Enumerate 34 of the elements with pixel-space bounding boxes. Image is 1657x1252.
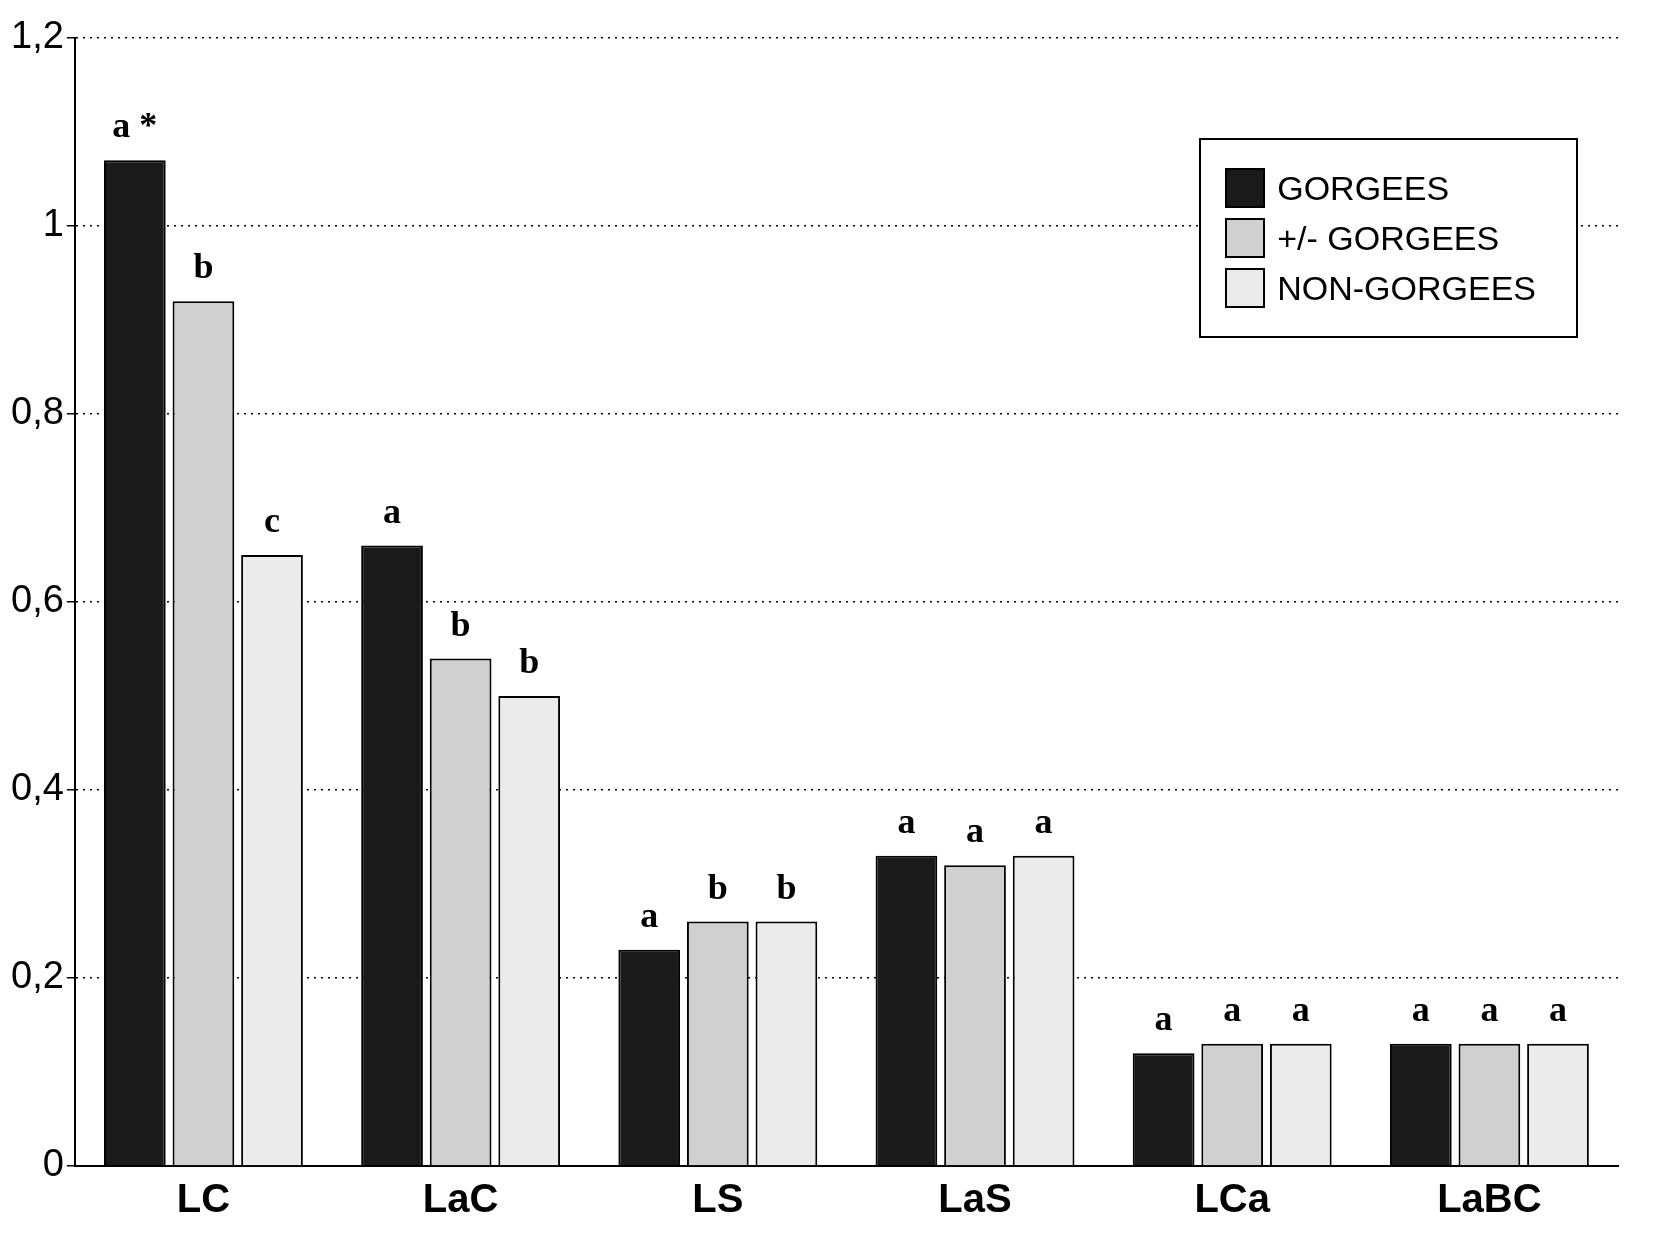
y-tick-label: 0 — [42, 1142, 64, 1185]
annotation: a — [897, 801, 916, 842]
y-tick-label: 0,8 — [11, 390, 64, 433]
annotation: a — [1480, 989, 1499, 1030]
x-tick-label: LaBC — [1437, 1176, 1542, 1221]
x-tick-label: LaC — [422, 1176, 499, 1221]
annotation: a — [1154, 998, 1173, 1039]
legend-label: GORGEES — [1277, 168, 1450, 208]
annotation: a — [1034, 801, 1053, 842]
y-tick-label: 0,6 — [11, 578, 64, 621]
annotation: a — [1223, 989, 1242, 1030]
annotation: a — [966, 810, 985, 851]
annotation: a * — [112, 105, 158, 146]
y-tick-label: 1,2 — [11, 14, 64, 57]
y-tick-label: 0,4 — [11, 766, 64, 809]
y-tick-label: 0,2 — [11, 954, 64, 997]
legend-label: +/- GORGEES — [1277, 218, 1500, 258]
x-tick-label: LS — [692, 1176, 744, 1221]
annotation: a — [640, 895, 659, 936]
annotation: b — [519, 641, 540, 682]
annotation: c — [264, 500, 281, 541]
annotation: a — [383, 490, 402, 531]
annotation: a — [1291, 989, 1310, 1030]
annotation: b — [450, 603, 471, 644]
x-tick-label: LC — [176, 1176, 231, 1221]
annotation: a — [1548, 989, 1567, 1030]
y-tick-label: 1 — [42, 202, 64, 245]
legend-label: NON-GORGEES — [1277, 268, 1536, 308]
x-tick-label: LaS — [938, 1176, 1012, 1221]
annotation: b — [193, 246, 214, 287]
x-tick-label: LCa — [1194, 1176, 1271, 1221]
annotation: b — [707, 866, 728, 907]
annotation: b — [776, 866, 797, 907]
annotation: a — [1411, 989, 1430, 1030]
